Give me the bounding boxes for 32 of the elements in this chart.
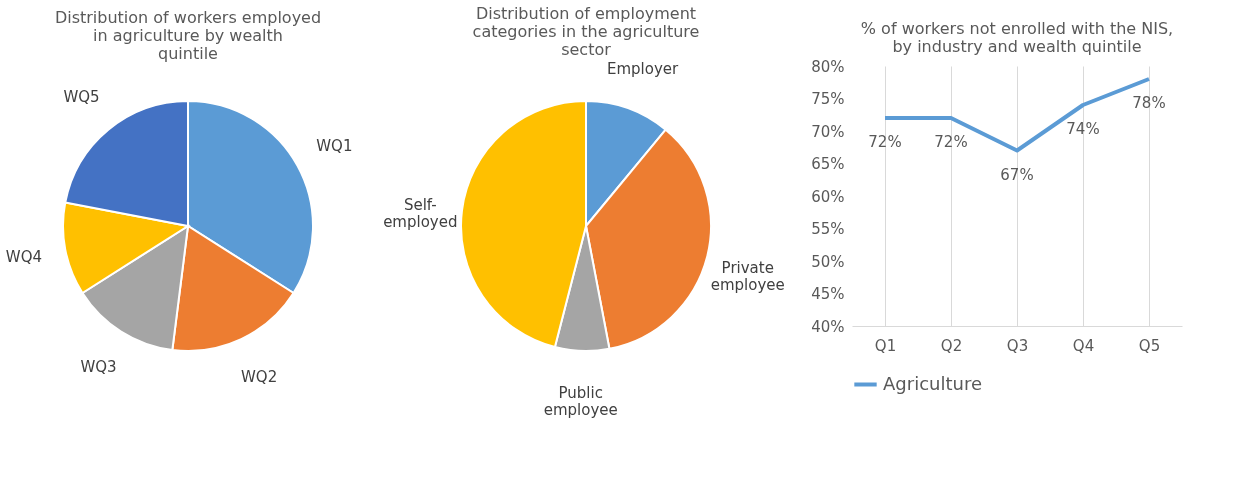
slice-label: WQ4 [5, 248, 43, 267]
x-tick-label: Q2 [940, 336, 963, 355]
slice-label: Public employee [543, 383, 618, 419]
y-tick-label: 40% [811, 317, 845, 336]
data-label: 72% [868, 133, 902, 151]
slice-label: WQ5 [63, 88, 100, 107]
y-tick-label: 70% [811, 122, 845, 141]
y-tick-label: 45% [811, 285, 845, 303]
y-tick-label: 80% [811, 57, 845, 76]
chart-title: Distribution of employment categories in the agriculture sector [472, 3, 700, 59]
legend-label: Agriculture [883, 372, 982, 394]
slice-label: WQ1 [316, 136, 353, 155]
slice-label: Self-employed [383, 196, 458, 232]
x-tick-label: Q1 [874, 336, 897, 355]
data-label: 78% [1132, 94, 1166, 112]
x-tick-label: Q3 [1006, 336, 1029, 355]
slice-label: WQ3 [80, 358, 117, 376]
x-tick-label: Q5 [1138, 336, 1161, 355]
slice-label: Employer [606, 59, 680, 78]
y-tick-label: 65% [811, 155, 845, 173]
x-tick-label: Q4 [1072, 336, 1095, 355]
data-label: 67% [1000, 165, 1034, 184]
data-label: 72% [934, 133, 968, 151]
y-tick-label: 60% [811, 187, 845, 206]
y-tick-label: 55% [811, 220, 845, 238]
chart-title: % of workers not enrolled with the NIS, by industry and wealth quintile [860, 19, 1174, 56]
y-tick-label: 75% [811, 90, 845, 108]
slice-label: Private employee [710, 258, 785, 294]
data-label: 74% [1066, 120, 1100, 138]
slice-label: WQ2 [241, 368, 278, 387]
y-tick-label: 50% [811, 252, 845, 271]
chart-title: Distribution of workers employed in agriculture by wealth quintile [54, 8, 322, 63]
